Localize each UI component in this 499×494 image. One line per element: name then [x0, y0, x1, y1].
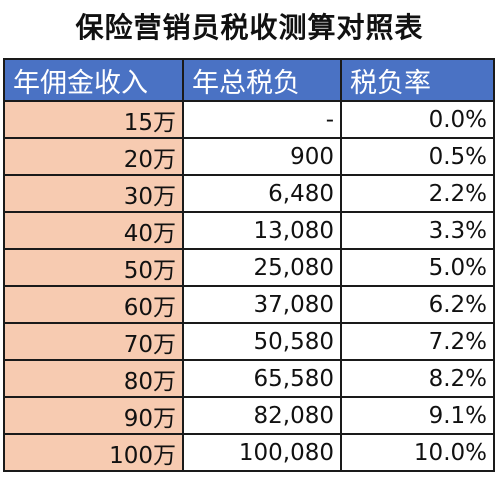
- income-cell: 50万: [3, 248, 184, 287]
- table-row: 30万 6,480 2.2%: [3, 174, 495, 213]
- tax-rate-cell: 0.5%: [340, 137, 495, 176]
- table-header: 年佣金收入 年总税负 税负率: [3, 58, 495, 102]
- income-cell: 15万: [3, 100, 184, 139]
- table-row: 40万 13,080 3.3%: [3, 211, 495, 250]
- total-tax-cell: 82,080: [182, 396, 342, 435]
- page-title: 保险营销员税收测算对照表: [75, 11, 424, 44]
- total-tax-cell: -: [182, 100, 342, 139]
- table-body: 15万 - 0.0% 20万 900 0.5% 30万 6,480 2.2% 4…: [3, 100, 495, 472]
- total-tax-cell: 65,580: [182, 359, 342, 398]
- tax-rate-cell: 0.0%: [340, 100, 495, 139]
- tax-rate-cell: 3.3%: [340, 211, 495, 250]
- income-cell: 40万: [3, 211, 184, 250]
- total-tax-cell: 50,580: [182, 322, 342, 361]
- table-row: 50万 25,080 5.0%: [3, 248, 495, 287]
- column-header-tax-rate: 税负率: [340, 58, 495, 102]
- income-cell: 30万: [3, 174, 184, 213]
- income-cell: 80万: [3, 359, 184, 398]
- tax-comparison-table: 年佣金收入 年总税负 税负率 15万 - 0.0% 20万 900 0.5% 3…: [3, 58, 495, 472]
- income-cell: 70万: [3, 322, 184, 361]
- header-row: 年佣金收入 年总税负 税负率: [3, 58, 495, 102]
- tax-rate-cell: 8.2%: [340, 359, 495, 398]
- table-row: 80万 65,580 8.2%: [3, 359, 495, 398]
- tax-rate-cell: 2.2%: [340, 174, 495, 213]
- column-header-income: 年佣金收入: [3, 58, 184, 102]
- table-row: 20万 900 0.5%: [3, 137, 495, 176]
- tax-rate-cell: 10.0%: [340, 433, 495, 472]
- income-cell: 20万: [3, 137, 184, 176]
- total-tax-cell: 25,080: [182, 248, 342, 287]
- total-tax-cell: 6,480: [182, 174, 342, 213]
- total-tax-cell: 900: [182, 137, 342, 176]
- table-row: 15万 - 0.0%: [3, 100, 495, 139]
- column-header-total-tax: 年总税负: [182, 58, 342, 102]
- table-row: 60万 37,080 6.2%: [3, 285, 495, 324]
- table-row: 90万 82,080 9.1%: [3, 396, 495, 435]
- tax-rate-cell: 7.2%: [340, 322, 495, 361]
- tax-rate-cell: 6.2%: [340, 285, 495, 324]
- total-tax-cell: 37,080: [182, 285, 342, 324]
- tax-rate-cell: 9.1%: [340, 396, 495, 435]
- table-row: 100万 100,080 10.0%: [3, 433, 495, 472]
- total-tax-cell: 100,080: [182, 433, 342, 472]
- tax-rate-cell: 5.0%: [340, 248, 495, 287]
- income-cell: 60万: [3, 285, 184, 324]
- income-cell: 100万: [3, 433, 184, 472]
- total-tax-cell: 13,080: [182, 211, 342, 250]
- income-cell: 90万: [3, 396, 184, 435]
- table-row: 70万 50,580 7.2%: [3, 322, 495, 361]
